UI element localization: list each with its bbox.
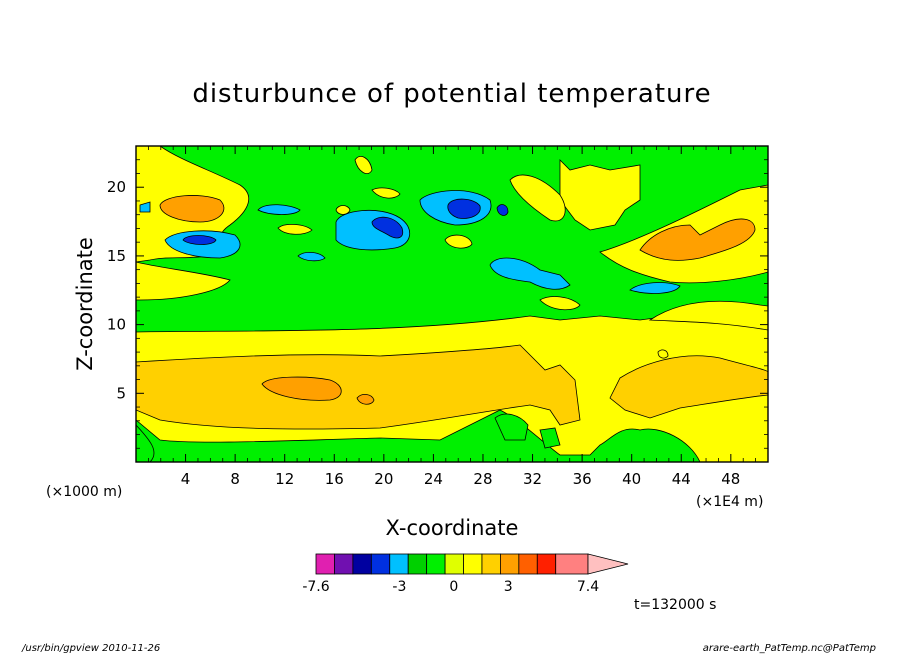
footer-right: arare-earth_PatTemp.nc@PatTemp [703, 643, 876, 654]
y-tick-label: 10 [107, 316, 126, 334]
region-blue-2 [371, 216, 404, 239]
region-green-low-2 [539, 427, 561, 449]
plot-frame [135, 145, 769, 463]
x-unit-right: (×1E4 m) [696, 494, 763, 510]
region-yellow-blob-6 [277, 224, 313, 235]
chart-title: disturbunce of potential temperature [192, 79, 711, 109]
colorbar-swatch [518, 553, 538, 575]
colorbar-tick-label: -3 [392, 579, 406, 595]
region-yellow-blob-1 [335, 205, 351, 215]
colorbar-tick-label: 7.4 [577, 579, 599, 595]
colorbar-swatch [536, 553, 557, 575]
region-green-low-1 [494, 413, 529, 441]
colorbar-swatch [500, 553, 520, 575]
colorbar-labels: -7.6 -3 0 3 7.4 [302, 579, 599, 595]
colorbar-swatch [389, 553, 409, 575]
colorbar [315, 553, 629, 575]
region-cyan-5 [257, 204, 301, 215]
colorbar-swatch [352, 553, 372, 575]
region-green-corner [136, 424, 155, 462]
y-tick-label: 5 [116, 384, 126, 402]
x-axis-ticks: 4 8 12 16 20 24 28 32 36 40 44 48 [147, 146, 757, 488]
region-yellow-mid [648, 300, 768, 331]
region-orange-low [136, 344, 581, 430]
region-yellow-blob-7 [539, 296, 581, 311]
region-yellow-upper-2 [136, 261, 231, 301]
y-tick-label: 20 [107, 178, 126, 196]
x-tick-label: 16 [325, 470, 344, 488]
plot-area [136, 146, 768, 462]
region-dark-orange-2 [356, 394, 375, 405]
region-cyan-8 [139, 201, 151, 213]
region-dark-orange-1 [261, 376, 342, 401]
region-yellow-blob-3 [354, 156, 373, 174]
region-blue-1 [182, 235, 217, 245]
footer-left: /usr/bin/gpview 2010-11-26 [21, 643, 160, 654]
region-yellow-top-right [559, 159, 641, 231]
colorbar-swatch [315, 553, 335, 575]
region-yellow-blob-4 [444, 234, 473, 249]
x-tick-label: 12 [275, 470, 294, 488]
x-tick-label: 44 [672, 470, 691, 488]
region-orange-right [609, 355, 768, 419]
x-tick-label: 40 [622, 470, 641, 488]
x-tick-label: 20 [374, 470, 393, 488]
region-yellow-blob-8 [657, 349, 669, 359]
region-cyan-4 [489, 257, 571, 290]
region-blue-3 [447, 198, 481, 219]
x-tick-label: 48 [721, 470, 740, 488]
colorbar-tick-label: 3 [504, 579, 513, 595]
colorbar-arrow [587, 553, 629, 575]
colorbar-swatch [370, 553, 391, 575]
region-yellow-blob-5 [509, 174, 566, 222]
region-orange-top-right [639, 218, 756, 261]
x-tick-label: 36 [573, 470, 592, 488]
colorbar-swatch [444, 553, 464, 575]
colorbar-swatch [407, 553, 428, 575]
colorbar-tick-label: -7.6 [302, 579, 329, 595]
region-cyan-7 [629, 282, 681, 294]
colorbar-tick-label: 0 [449, 579, 458, 595]
x-tick-label: 32 [523, 470, 542, 488]
colorbar-swatch [555, 553, 589, 575]
y-tick-label: 15 [107, 247, 126, 265]
colorbar-swatch [481, 553, 501, 575]
colorbar-swatch [426, 553, 446, 575]
y-axis-ticks: 5 10 15 20 [107, 159, 768, 449]
y-axis-label: Z-coordinate [73, 237, 97, 371]
x-tick-label: 28 [473, 470, 492, 488]
region-orange-top-left [159, 195, 225, 223]
colorbar-swatch [463, 553, 483, 575]
x-axis-label: X-coordinate [386, 516, 519, 540]
x-tick-label: 8 [230, 470, 240, 488]
region-cyan-6 [297, 252, 326, 262]
x-tick-label: 4 [181, 470, 191, 488]
x-tick-label: 24 [424, 470, 443, 488]
region-yellow-blob-2 [371, 187, 401, 199]
x-unit-left: (×1000 m) [46, 484, 122, 500]
time-label: t=132000 s [634, 597, 716, 613]
colorbar-swatch [334, 553, 354, 575]
region-blue-4 [496, 204, 509, 216]
